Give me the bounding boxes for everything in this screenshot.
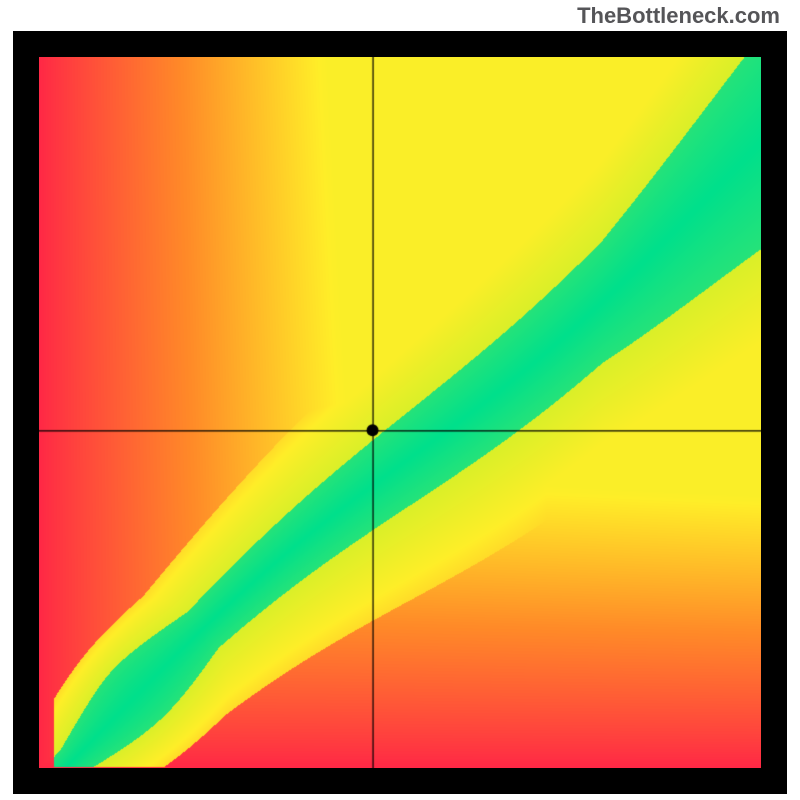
- watermark-text: TheBottleneck.com: [577, 3, 780, 29]
- bottleneck-heatmap: [39, 57, 761, 768]
